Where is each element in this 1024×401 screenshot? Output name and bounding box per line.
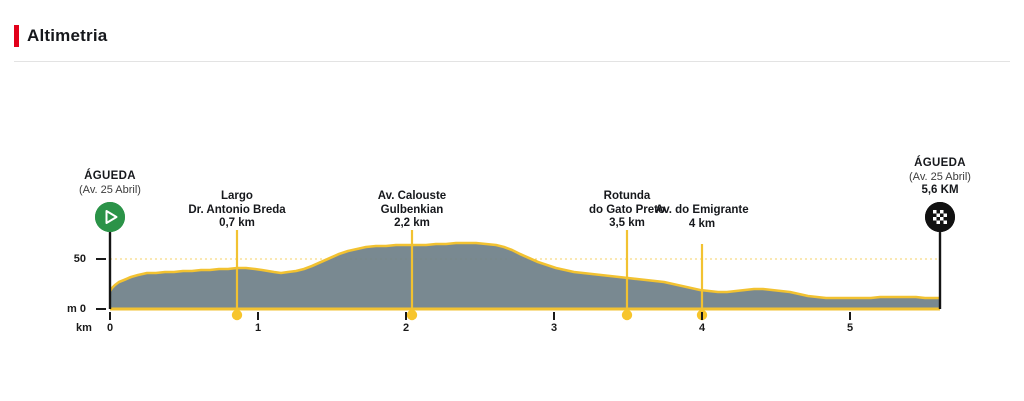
- play-icon: [95, 202, 125, 232]
- finish-town: ÁGUEDA: [914, 157, 966, 169]
- poi-0-line2: Dr. Antonio Breda: [188, 203, 286, 216]
- x-axis-tick-0: 0: [106, 322, 114, 334]
- start-town: ÁGUEDA: [84, 170, 136, 182]
- finish-marker[interactable]: [925, 202, 955, 232]
- poi-2-distance: 3,5 km: [609, 217, 645, 229]
- poi-3-line1: Av. do Emigrante: [655, 204, 749, 216]
- start-street: (Av. 25 Abril): [79, 183, 141, 196]
- x-axis-unit-label: km: [76, 322, 92, 334]
- finish-label: ÁGUEDA (Av. 25 Abril) 5,6 KM: [909, 157, 971, 198]
- poi-1-line1: Av. Calouste: [377, 190, 447, 202]
- poi-2-line2: do Gato Preto: [588, 203, 666, 216]
- page-title: Altimetria: [27, 26, 108, 45]
- poi-1-distance: 2,2 km: [394, 217, 430, 229]
- poi-label-0: Largo Dr. Antonio Breda 0,7 km: [188, 190, 285, 231]
- poi-label-3: Av. do Emigrante 4 km: [655, 204, 748, 231]
- poi-0-distance: 0,7 km: [219, 217, 255, 229]
- poi-marker-1: [406, 230, 418, 321]
- elevation-profile-svg: [96, 217, 942, 321]
- header-divider: [14, 61, 1010, 62]
- x-axis-tick-5: 5: [846, 322, 854, 334]
- poi-label-2: Rotunda do Gato Preto 3,5 km: [589, 190, 665, 231]
- x-axis-tick-1: 1: [254, 322, 262, 334]
- poi-3-distance: 4 km: [688, 217, 716, 230]
- poi-0-line1: Largo: [221, 190, 253, 202]
- poi-label-1: Av. Calouste Gulbenkian 2,2 km: [378, 190, 446, 231]
- start-label: ÁGUEDA (Av. 25 Abril): [79, 170, 141, 197]
- x-axis-tick-2: 2: [402, 322, 410, 334]
- poi-marker-2: [621, 230, 633, 321]
- y-axis-label-50: 50: [73, 253, 86, 265]
- poi-2-line1: Rotunda: [603, 190, 651, 202]
- elevation-profile-chart: 50 m 0 km 0 1 2 3 4 5 ÁGUEDA (Av. 25 Abr…: [0, 62, 1024, 401]
- elevation-line: [108, 241, 940, 300]
- poi-marker-0: [231, 230, 243, 321]
- finish-distance: 5,6 KM: [921, 184, 959, 196]
- poi-1-line2: Gulbenkian: [380, 203, 444, 216]
- x-axis-tick-4: 4: [698, 322, 706, 334]
- checkered-flag-icon: [925, 202, 955, 232]
- header-accent-bar: [14, 25, 19, 47]
- y-axis-label-zero: m 0: [67, 303, 86, 315]
- x-axis-tick-3: 3: [550, 322, 558, 334]
- section-header: Altimetria: [0, 0, 1024, 62]
- elevation-area-fill: [110, 243, 940, 309]
- start-marker[interactable]: [95, 202, 125, 232]
- finish-street: (Av. 25 Abril): [909, 170, 971, 183]
